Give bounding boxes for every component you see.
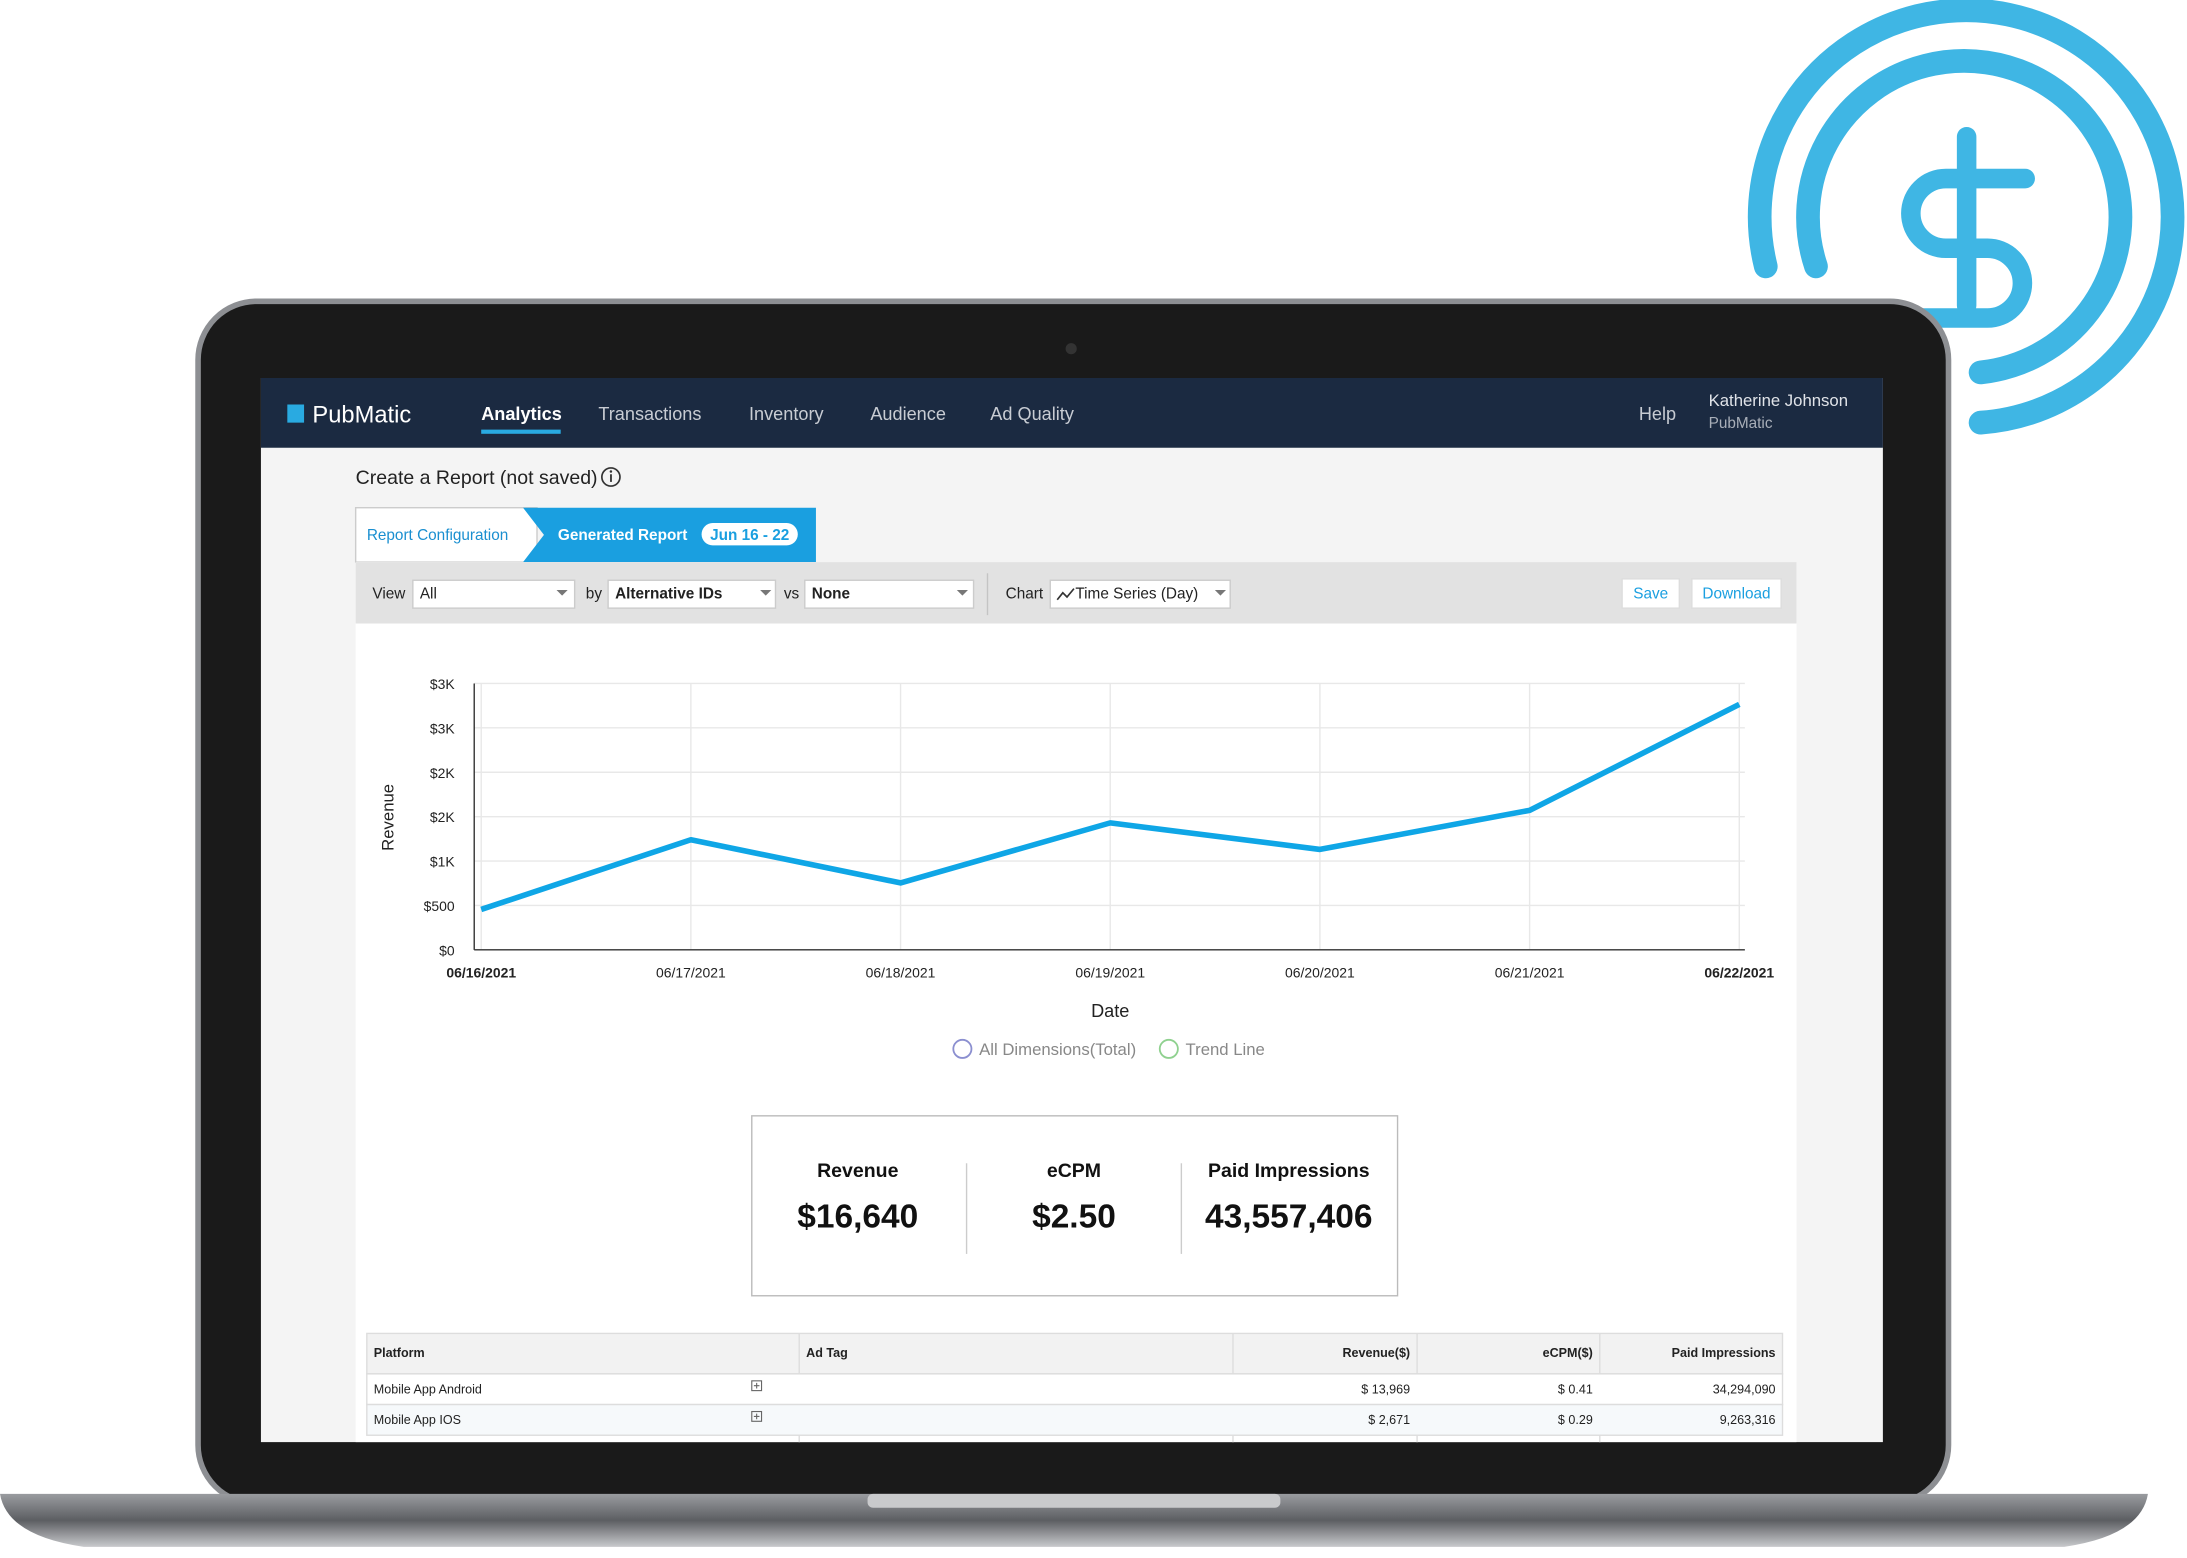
screen: PubMatic Analytics Transactions Inventory A…: [260, 378, 1883, 1443]
expand-icon[interactable]: [751, 1410, 763, 1422]
table-cell: $ 0.29: [1558, 1413, 1593, 1427]
caret: [1214, 590, 1227, 596]
by-select[interactable]: [607, 579, 777, 609]
expand-plus[interactable]: [753, 1382, 760, 1389]
chart-value[interactable]: Time Series (Day): [1075, 585, 1198, 602]
table-cell: 34,294,090: [1713, 1382, 1776, 1396]
navbar: [260, 378, 1883, 448]
user-name[interactable]: Katherine Johnson: [1709, 391, 1848, 410]
y-tick-label: $2K: [430, 809, 456, 825]
x-tick-label: 06/18/2021: [866, 965, 936, 981]
metric-label: Revenue: [817, 1160, 898, 1182]
y-axis-title: Revenue: [378, 784, 397, 851]
table-cell: $ 0.41: [1558, 1382, 1593, 1396]
metric-value: $16,640: [797, 1198, 918, 1235]
dollar-icon: [1747, 0, 2185, 435]
range-pill: [701, 523, 798, 546]
help-link[interactable]: Help: [1639, 404, 1676, 424]
table-cell: $ 2,671: [1368, 1413, 1410, 1427]
chart-label: Chart: [1006, 585, 1044, 602]
caret: [760, 590, 772, 596]
camera: [1065, 343, 1077, 355]
info-icon[interactable]: [601, 467, 621, 487]
x-axis-title: Date: [1091, 1001, 1129, 1021]
view-select[interactable]: [412, 579, 576, 609]
table-header: [366, 1332, 1784, 1375]
x-tick-label: 06/17/2021: [656, 965, 726, 981]
summary-box: [751, 1115, 1399, 1297]
y-tick-label: $0: [439, 942, 455, 958]
tab-generated[interactable]: [523, 507, 816, 563]
download-label[interactable]: Download: [1702, 585, 1770, 602]
expand-plus[interactable]: [753, 1413, 760, 1420]
nav-item[interactable]: Transactions: [598, 404, 701, 424]
view-label: View: [372, 585, 406, 602]
table-cell: Mobile App IOS: [374, 1413, 461, 1427]
y-tick-label: $3K: [430, 676, 456, 692]
metric-label: eCPM: [1047, 1160, 1101, 1182]
legend-swatch[interactable]: [1158, 1038, 1179, 1059]
download-button[interactable]: [1691, 578, 1782, 609]
chart-icon: [1056, 588, 1075, 601]
metric-label: Paid Impressions: [1208, 1160, 1370, 1182]
expand-icon[interactable]: [751, 1380, 763, 1392]
x-tick-label: 06/21/2021: [1495, 965, 1565, 981]
table-row: [366, 1403, 1784, 1436]
by-value[interactable]: Alternative IDs: [615, 585, 722, 602]
metric-value: $2.50: [1032, 1198, 1116, 1235]
x-tick-label: 06/19/2021: [1075, 965, 1145, 981]
y-tick-label: $3K: [430, 720, 456, 736]
table-header-cell: Revenue($): [1342, 1346, 1410, 1360]
tab-config-label[interactable]: Report Configuration: [367, 527, 508, 544]
y-tick-label: $2K: [430, 765, 456, 781]
nav-underline: [481, 429, 561, 434]
save-button[interactable]: [1621, 578, 1681, 609]
table-header-cell: Platform: [374, 1346, 425, 1360]
caret: [556, 590, 568, 596]
y-tick-label: $1K: [430, 854, 456, 870]
table-header-cell: eCPM($): [1543, 1346, 1593, 1360]
series-line: [480, 701, 1741, 913]
nav-item[interactable]: Ad Quality: [990, 404, 1075, 424]
logo: PubMatic: [312, 403, 411, 429]
tab-generated-label[interactable]: Generated Report: [558, 527, 687, 544]
report-panel: [355, 562, 1797, 1443]
by-label: by: [586, 585, 603, 602]
nav-item[interactable]: Audience: [870, 404, 946, 424]
laptop-base: [0, 1493, 2148, 1547]
logo-mark: [287, 404, 305, 423]
save-label[interactable]: Save: [1633, 585, 1668, 602]
range-label: Jun 16 - 22: [710, 527, 789, 544]
table-header-cell: Ad Tag: [806, 1346, 848, 1360]
legend-label[interactable]: All Dimensions(Total): [979, 1040, 1136, 1059]
vs-label: vs: [784, 585, 800, 602]
table-cell: Mobile App Android: [374, 1382, 482, 1396]
y-tick-label: $500: [424, 898, 455, 914]
table-cell: 9,263,316: [1720, 1413, 1776, 1427]
chart-select[interactable]: [1049, 579, 1231, 609]
vs-value[interactable]: None: [812, 585, 850, 602]
tab-config[interactable]: [354, 507, 538, 563]
nav-item[interactable]: Inventory: [749, 404, 824, 424]
report-title: Create a Report (not saved): [356, 467, 598, 489]
x-tick-label: 06/20/2021: [1285, 965, 1355, 981]
table-cell: $ 13,969: [1361, 1382, 1410, 1396]
legend-label[interactable]: Trend Line: [1186, 1040, 1265, 1059]
caret: [956, 590, 968, 596]
nav-item[interactable]: Analytics: [481, 404, 562, 424]
x-tick-label: 06/22/2021: [1704, 965, 1774, 981]
legend-swatch[interactable]: [952, 1038, 973, 1059]
x-tick-label: 06/16/2021: [446, 965, 516, 981]
user-org: PubMatic: [1709, 415, 1773, 432]
laptop-notch: [867, 1493, 1281, 1508]
vs-select[interactable]: [804, 579, 975, 609]
table-header-cell: Paid Impressions: [1672, 1346, 1776, 1360]
metric-value: 43,557,406: [1205, 1198, 1373, 1235]
view-value[interactable]: All: [420, 585, 437, 602]
